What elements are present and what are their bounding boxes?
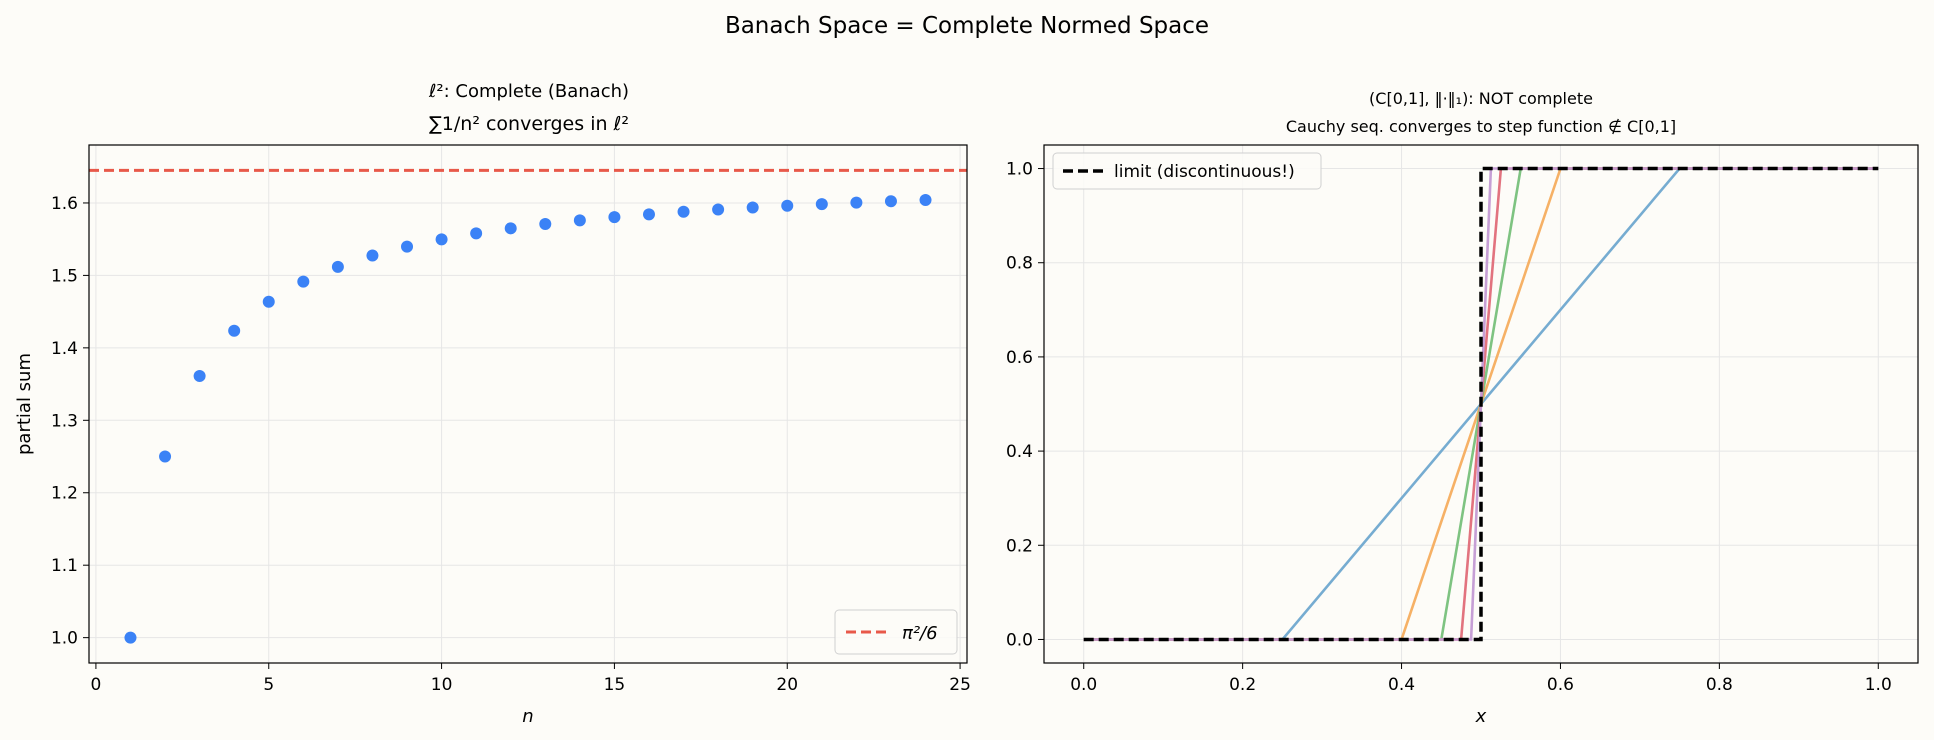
left-y-label: partial sum [14, 353, 35, 455]
left-y-tick-label: 1.2 [51, 484, 78, 504]
right-lines [1083, 166, 1879, 642]
right-x-tick-label: 0.8 [1706, 675, 1733, 695]
left-y-tick-label: 1.0 [51, 629, 78, 649]
left-data-point [159, 450, 172, 463]
left-axes-frame [88, 144, 968, 664]
left-y-tick-label: 1.4 [51, 339, 78, 359]
right-y-tick-label: 1.0 [1006, 160, 1033, 180]
left-grid [89, 145, 967, 663]
left-data-point [366, 249, 379, 262]
left-data-point [712, 203, 725, 216]
right-chart-title-line1: (C[0,1], ‖·‖₁): NOT complete [1369, 89, 1593, 108]
right-chart-title-line2: Cauchy seq. converges to step function ∉… [1286, 117, 1676, 136]
left-data-point [470, 227, 483, 240]
left-data-point [746, 201, 759, 214]
left-x-tick-label: 15 [604, 675, 626, 695]
left-data-point [573, 214, 586, 227]
left-legend: π²/6 [834, 609, 958, 655]
left-data-point [642, 208, 655, 221]
right-y-tick-label: 0.4 [1006, 442, 1033, 462]
left-y-tick-label: 1.6 [51, 194, 78, 214]
left-data-point [815, 198, 828, 211]
right-legend-box [1052, 152, 1322, 190]
left-data-point [297, 275, 310, 288]
left-y-tick-label: 1.3 [51, 411, 78, 431]
left-x-tick-label: 0 [90, 675, 101, 695]
right-y-tick-label: 0.6 [1006, 348, 1033, 368]
left-data-point [919, 193, 932, 206]
left-chart-title-line2: ∑1/n² converges in ℓ² [429, 113, 629, 135]
left-x-label: n [522, 706, 533, 727]
left-legend-label: π²/6 [902, 623, 938, 644]
left-y-ticks: 1.0 1.1 1.2 1.3 1.4 1.5 1.6 [51, 194, 89, 649]
left-data-point [884, 195, 897, 208]
left-y-tick-label: 1.1 [51, 556, 78, 576]
left-data-point [677, 205, 690, 218]
right-y-tick-label: 0.8 [1006, 254, 1033, 274]
left-data-point [504, 222, 517, 235]
left-data-point [401, 240, 414, 253]
right-chart: (C[0,1], ‖·‖₁): NOT complete Cauchy seq.… [1006, 89, 1919, 727]
left-data-point [850, 196, 863, 209]
left-chart: ℓ²: Complete (Banach) ∑1/n² converges in… [14, 81, 971, 727]
right-legend-label: limit (discontinuous!) [1114, 162, 1295, 182]
right-legend: limit (discontinuous!) [1052, 152, 1322, 190]
left-points [124, 193, 932, 644]
right-y-tick-label: 0.2 [1006, 536, 1033, 556]
right-y-tick-label: 0.0 [1006, 630, 1033, 650]
left-data-point [262, 295, 275, 308]
left-x-ticks: 0 5 10 15 20 25 [90, 663, 971, 695]
left-data-point [435, 233, 448, 246]
left-data-point [331, 260, 344, 273]
right-x-tick-label: 0.0 [1070, 675, 1097, 695]
left-data-point [228, 324, 241, 337]
left-data-point [124, 631, 137, 644]
right-limit-line [1083, 166, 1879, 642]
left-x-tick-label: 10 [431, 675, 453, 695]
left-data-point [781, 199, 794, 212]
left-data-point [193, 370, 206, 383]
right-y-ticks: 0.0 0.2 0.4 0.6 0.8 1.0 [1006, 160, 1044, 650]
right-x-tick-label: 0.4 [1388, 675, 1415, 695]
left-x-tick-label: 25 [949, 675, 971, 695]
left-x-tick-label: 5 [263, 675, 274, 695]
right-x-tick-label: 0.2 [1229, 675, 1256, 695]
right-x-label: x [1475, 706, 1487, 727]
left-data-point [608, 211, 621, 224]
right-x-tick-label: 0.6 [1547, 675, 1574, 695]
figure-title: Banach Space = Complete Normed Space [725, 13, 1209, 39]
left-legend-box [834, 609, 958, 655]
left-data-point [539, 218, 552, 231]
left-x-tick-label: 20 [776, 675, 798, 695]
left-chart-title-line1: ℓ²: Complete (Banach) [428, 81, 629, 102]
left-y-tick-label: 1.5 [51, 266, 78, 286]
right-x-tick-label: 1.0 [1865, 675, 1892, 695]
right-x-ticks: 0.0 0.2 0.4 0.6 0.8 1.0 [1070, 663, 1892, 695]
right-axes-frame [1043, 144, 1919, 664]
